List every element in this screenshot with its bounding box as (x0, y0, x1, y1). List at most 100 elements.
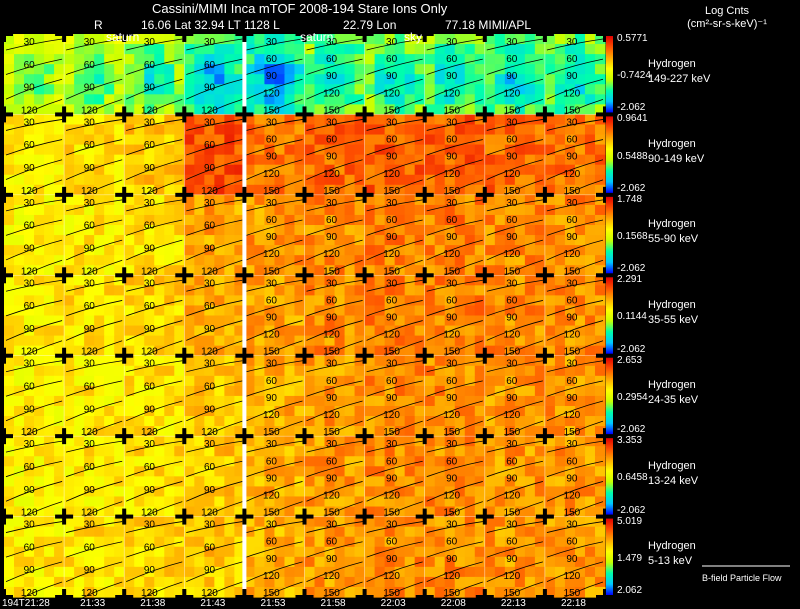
heatmap-cell (234, 426, 245, 437)
heatmap-cell (164, 64, 175, 75)
heatmap-cell (244, 335, 256, 347)
heatmap-cell (414, 84, 426, 95)
heatmap-cell (354, 285, 366, 296)
contour-label: 30 (566, 198, 578, 209)
contour-label: 60 (566, 537, 578, 548)
heatmap-cell (454, 275, 466, 286)
heatmap-cell (334, 144, 346, 156)
contour-label: 150 (383, 347, 400, 358)
heatmap-cell (544, 214, 556, 226)
heatmap-cell (44, 275, 55, 286)
heatmap-cell (504, 305, 516, 317)
heatmap-cell (124, 466, 135, 477)
heatmap-cell (554, 285, 566, 296)
heatmap-cell (564, 516, 576, 528)
contour-label: 60 (266, 215, 278, 226)
heatmap-cell (214, 315, 225, 327)
heatmap-cell (274, 84, 286, 95)
heatmap-cell (344, 496, 356, 508)
heatmap-cell (204, 144, 215, 156)
heatmap-cell (564, 34, 576, 45)
heatmap-cell (434, 235, 446, 246)
heatmap-cell (234, 204, 245, 216)
heatmap-cell (514, 345, 526, 357)
heatmap-cell (4, 94, 15, 105)
heatmap-cell (474, 64, 486, 75)
heatmap-cell (554, 496, 566, 508)
heatmap-cell (484, 476, 496, 488)
heatmap-cell (334, 204, 346, 216)
colorbar-0 (606, 36, 613, 113)
heatmap-cell (314, 225, 326, 236)
heatmap-cell (254, 395, 266, 407)
heatmap-cell (444, 184, 456, 196)
heatmap-cell (74, 385, 85, 397)
heatmap-cell (204, 184, 215, 196)
contour-label: 120 (263, 410, 280, 421)
heatmap-cell (24, 365, 35, 377)
heatmap-cell (24, 235, 35, 246)
heatmap-cell (404, 516, 416, 528)
field-line-contour (426, 380, 483, 397)
grid-cross-marker (475, 106, 494, 123)
heatmap-cell (304, 265, 316, 276)
heatmap-cell (304, 355, 316, 367)
heatmap-cell (134, 144, 145, 156)
heatmap-cell (14, 385, 25, 397)
heatmap-cell (194, 335, 205, 347)
heatmap-cell (34, 395, 45, 407)
heatmap-cell (44, 375, 55, 387)
colorbar-max-label: 5.019 (617, 515, 643, 527)
heatmap-cell (184, 194, 195, 206)
heatmap-cell (344, 466, 356, 477)
plot-title: Cassini/MIMI Inca mTOF 2008-194 Stare Io… (152, 1, 448, 16)
contour-label: 30 (506, 37, 518, 48)
saturn-label-2: saturn (300, 30, 334, 44)
heatmap-cell (444, 456, 456, 467)
heatmap-cell (74, 104, 85, 116)
heatmap-cell (444, 54, 456, 65)
field-line-contour (186, 119, 243, 131)
field-line-contour (246, 581, 303, 607)
field-line-contour (186, 521, 243, 533)
heatmap-cell (184, 184, 195, 196)
grid-cross-marker (596, 267, 614, 284)
heatmap-cell (24, 144, 35, 156)
heatmap-cell (304, 416, 316, 427)
heatmap-cell (404, 204, 416, 216)
heatmap-cell (584, 516, 596, 528)
heatmap-cell (34, 305, 45, 317)
heatmap-cell (284, 305, 296, 317)
contour-label: 150 (383, 588, 400, 599)
heatmap-cell (594, 365, 606, 377)
heatmap-cell (84, 214, 95, 226)
heatmap-cell (384, 134, 396, 146)
heatmap-cell (444, 144, 456, 156)
heatmap-cell (374, 94, 386, 105)
contour-label: 60 (506, 135, 518, 146)
heatmap-cell (234, 476, 245, 488)
heatmap-cell (244, 536, 256, 548)
heatmap-cell (124, 556, 135, 568)
heatmap-cell (164, 164, 175, 176)
contour-label: 30 (446, 117, 458, 128)
heatmap-cell (394, 345, 406, 357)
heatmap-cell (314, 375, 326, 387)
species-label: Hydrogen (648, 459, 696, 472)
grid-cross-marker (175, 347, 194, 364)
heatmap-cell (434, 576, 446, 588)
heatmap-cell (494, 154, 506, 166)
heatmap-cell (394, 114, 406, 126)
heatmap-cell (314, 365, 326, 377)
heatmap-cell (424, 225, 436, 236)
heatmap-cell (354, 556, 366, 568)
heatmap-cell (34, 506, 45, 518)
heatmap-cell (354, 416, 366, 427)
heatmap-cell (444, 214, 456, 226)
field-line-contour (306, 360, 363, 373)
heatmap-cell (394, 275, 406, 286)
heatmap-cell (444, 114, 456, 126)
heatmap-cell (174, 255, 185, 266)
heatmap-cell (554, 436, 566, 447)
heatmap-cell (394, 124, 406, 136)
